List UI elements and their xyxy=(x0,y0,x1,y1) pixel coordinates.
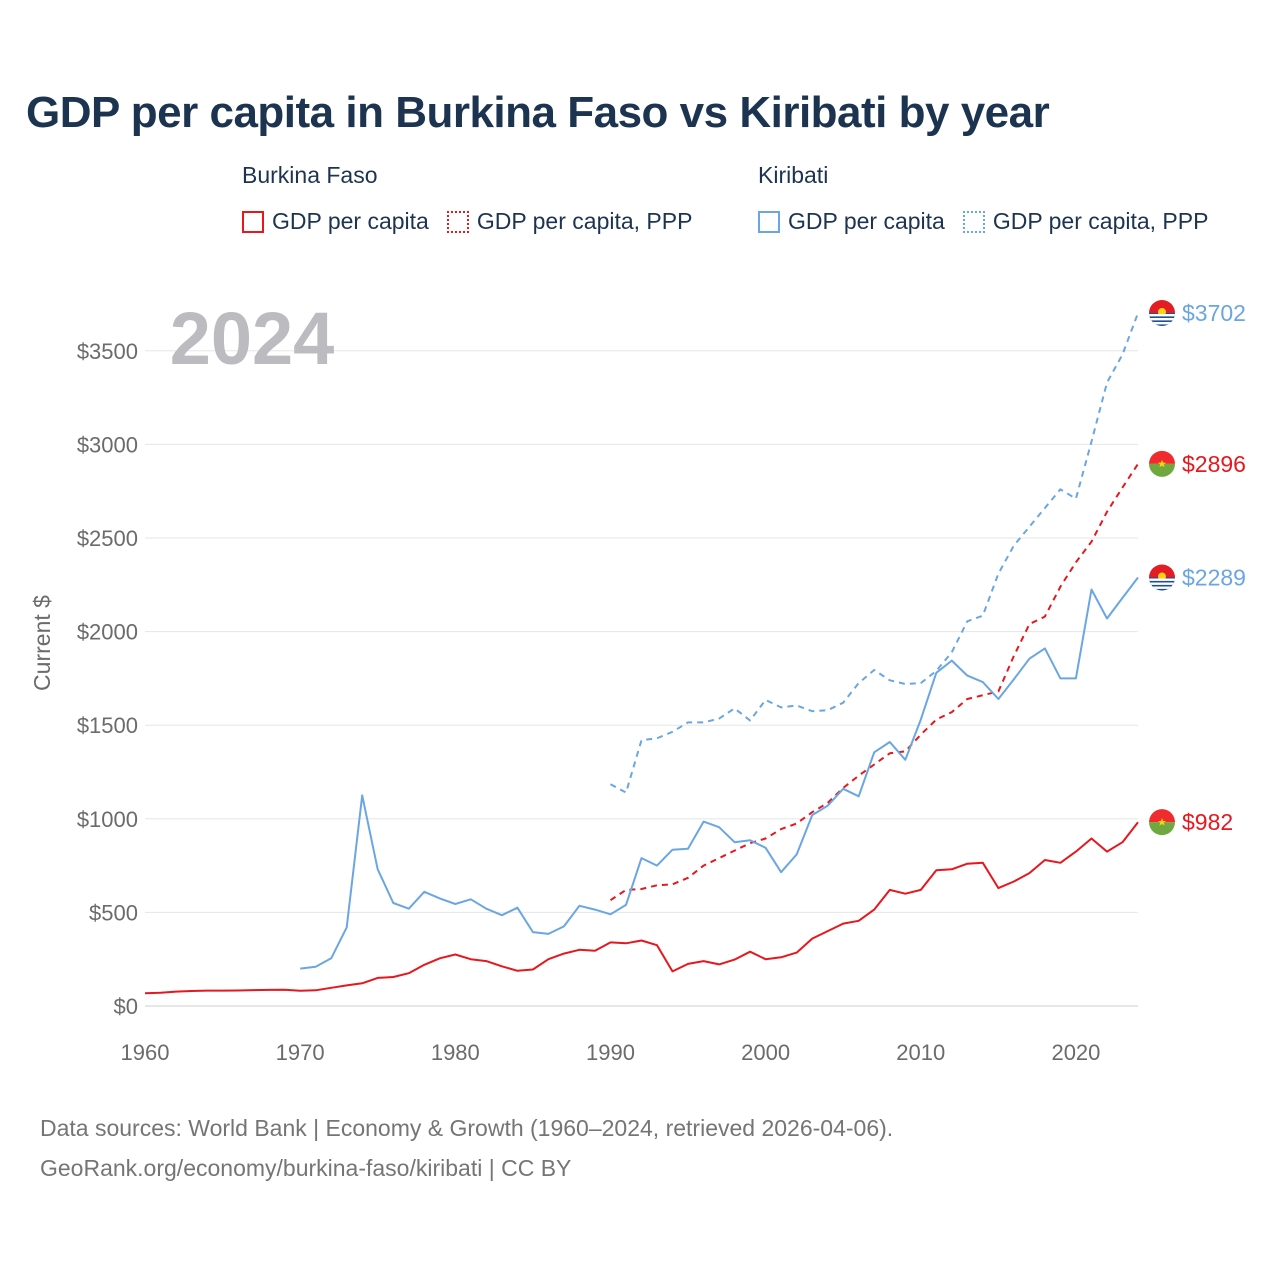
y-tick-label: $500 xyxy=(89,900,138,925)
y-tick-label: $2000 xyxy=(77,620,138,645)
y-axis-label: Current $ xyxy=(29,595,55,691)
legend-swatch-dotted xyxy=(962,210,985,233)
legend-item-label: GDP per capita xyxy=(788,208,945,234)
legend-country-label: Kiribati xyxy=(758,162,829,188)
end-value-label: $2896 xyxy=(1182,451,1246,477)
legend-item-kiribati-gdp-ppp[interactable]: GDP per capita, PPP xyxy=(962,208,1209,235)
legend-country-label: Burkina Faso xyxy=(242,162,378,188)
end-value-label: $982 xyxy=(1182,809,1233,835)
burkina-faso-flag-icon xyxy=(1149,809,1175,836)
legend-item-kiribati-gdp[interactable]: GDP per capita xyxy=(758,208,945,235)
source-link-text[interactable]: GeoRank.org/economy/burkina-faso/kiribat… xyxy=(40,1155,572,1181)
legend-group-kiribati: Kiribati GDP per capita GDP per capita, … xyxy=(758,162,1226,235)
legend-item-label: GDP per capita, PPP xyxy=(992,208,1209,234)
legend-swatch-dotted xyxy=(446,210,469,233)
y-tick-label: $2500 xyxy=(77,526,138,551)
y-tick-label: $1000 xyxy=(77,807,138,832)
legend-item-burkina-gdp-ppp[interactable]: GDP per capita, PPP xyxy=(446,208,693,235)
burkina-faso-flag-icon xyxy=(1149,450,1175,477)
legend-group-burkina-faso: Burkina Faso GDP per capita GDP per capi… xyxy=(242,162,710,235)
legend-item-burkina-gdp[interactable]: GDP per capita xyxy=(242,208,429,235)
y-tick-label: $3000 xyxy=(77,432,138,457)
y-tick-label: $1500 xyxy=(77,713,138,738)
series-line xyxy=(610,312,1139,794)
series-line xyxy=(300,576,1139,970)
footer: Data sources: World Bank | Economy & Gro… xyxy=(40,1108,893,1188)
y-axis: $0 $500 $1000 $1500 $2000 $2500 $3000 $3500 xyxy=(77,339,138,1019)
year-watermark: 2024 xyxy=(170,297,335,380)
series-line xyxy=(609,463,1139,902)
legend-swatch-solid xyxy=(758,210,780,233)
x-tick-label: 2010 xyxy=(896,1040,945,1065)
series-line xyxy=(144,821,1139,995)
x-tick-label: 2000 xyxy=(741,1040,790,1065)
chart-title: GDP per capita in Burkina Faso vs Kiriba… xyxy=(26,88,1050,137)
kiribati-flag-icon xyxy=(1149,299,1175,326)
data-source-text: Data sources: World Bank | Economy & Gro… xyxy=(40,1115,894,1141)
x-tick-label: 1990 xyxy=(586,1040,635,1065)
line-chart: 2024 $0 $500 $1000 $1500 $2000 $2500 $3000 $350… xyxy=(29,297,1246,1065)
end-value-label: $3702 xyxy=(1182,300,1246,326)
y-tick-label: $3500 xyxy=(77,339,138,364)
end-markers: $982 $2896 $2289 $3702 xyxy=(1149,299,1246,836)
x-tick-label: 1980 xyxy=(431,1040,480,1065)
kiribati-flag-icon xyxy=(1149,564,1175,591)
legend-item-label: GDP per capita xyxy=(272,208,429,234)
legend-item-label: GDP per capita, PPP xyxy=(476,208,693,234)
x-tick-label: 1960 xyxy=(121,1040,170,1065)
x-tick-label: 2020 xyxy=(1051,1040,1100,1065)
grid-lines xyxy=(145,350,1138,1007)
legend-swatch-solid xyxy=(242,210,264,233)
x-tick-label: 1970 xyxy=(276,1040,325,1065)
end-value-label: $2289 xyxy=(1182,564,1246,590)
y-tick-label: $0 xyxy=(114,994,138,1019)
x-axis: 1960 1970 1980 1990 2000 2010 2020 xyxy=(121,1040,1101,1065)
series-lines xyxy=(144,312,1139,995)
